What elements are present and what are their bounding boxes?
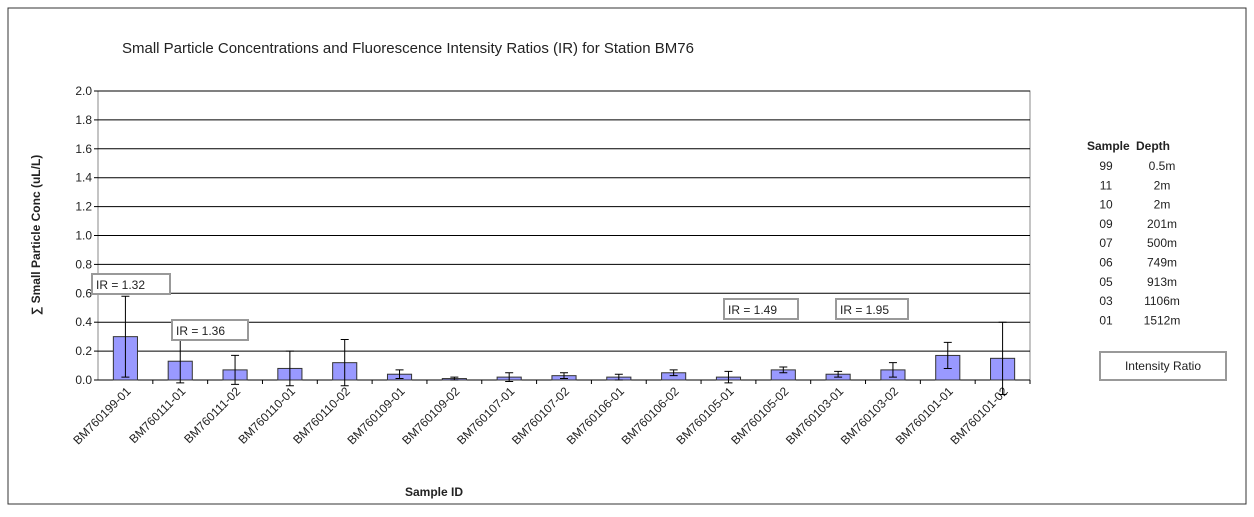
legend-box <box>1099 351 1227 381</box>
error-bar <box>779 366 788 374</box>
table-cell: 2m <box>1154 178 1171 192</box>
table-header: Sample <box>1087 139 1130 153</box>
annotation: IR = 1.49 <box>728 303 777 317</box>
table-cell: 0.5m <box>1149 159 1176 173</box>
table-header: Depth <box>1136 139 1170 153</box>
table-cell: 500m <box>1147 236 1177 250</box>
annotation-box <box>91 273 171 295</box>
error-bar <box>998 321 1007 395</box>
table-cell: 1512m <box>1144 313 1181 327</box>
table-cell: 05 <box>1099 275 1113 289</box>
error-bar <box>724 370 733 384</box>
y-tick-label: 1.6 <box>75 142 92 156</box>
y-tick-label: 2.0 <box>75 84 92 98</box>
table-cell: 2m <box>1154 198 1171 212</box>
table-cell: 99 <box>1099 159 1113 173</box>
error-bar <box>614 373 623 381</box>
table-cell: 01 <box>1099 313 1113 327</box>
table-cell: 06 <box>1099 256 1113 270</box>
y-tick-label: 1.0 <box>75 229 92 243</box>
annotation-box <box>835 298 909 320</box>
error-bar <box>834 370 843 378</box>
table-cell: 07 <box>1099 236 1113 250</box>
y-tick-label: 0.6 <box>75 286 92 300</box>
table-cell: 10 <box>1099 198 1113 212</box>
y-tick-label: 0.4 <box>75 315 92 329</box>
table-cell: 201m <box>1147 217 1177 231</box>
error-bar <box>231 354 240 385</box>
error-bar <box>560 372 568 380</box>
error-bar <box>888 362 897 378</box>
error-bar <box>121 295 130 378</box>
annotation-box <box>171 319 249 341</box>
annotation-box <box>723 298 799 320</box>
chart-title: Small Particle Concentrations and Fluore… <box>122 40 694 57</box>
error-bar <box>340 339 349 387</box>
table-cell: 09 <box>1099 217 1113 231</box>
y-tick-label: 0.2 <box>75 344 92 358</box>
error-bar <box>505 372 514 382</box>
annotation: IR = 1.95 <box>840 303 889 317</box>
error-bar <box>285 350 294 387</box>
error-bar <box>669 369 678 377</box>
y-tick-label: 0.8 <box>75 257 92 271</box>
table-cell: 03 <box>1099 294 1113 308</box>
y-tick-label: 1.2 <box>75 200 92 214</box>
annotation: IR = 1.32 <box>96 278 145 292</box>
error-bar <box>395 369 404 380</box>
table-cell: 749m <box>1147 256 1177 270</box>
table-cell: 11 <box>1100 178 1113 192</box>
error-bar <box>943 341 952 369</box>
legend-box-label: Intensity Ratio <box>1125 359 1201 373</box>
y-tick-label: 0.0 <box>75 373 92 387</box>
annotation: IR = 1.36 <box>176 324 225 338</box>
y-axis-label: ∑ Small Particle Conc (uL/L) <box>29 155 43 316</box>
error-bar <box>450 376 459 381</box>
table-cell: 913m <box>1147 275 1177 289</box>
table-cell: 1106m <box>1144 294 1180 308</box>
x-axis-label: Sample ID <box>405 485 463 499</box>
y-tick-label: 1.8 <box>75 113 92 127</box>
y-tick-label: 1.4 <box>75 171 92 185</box>
